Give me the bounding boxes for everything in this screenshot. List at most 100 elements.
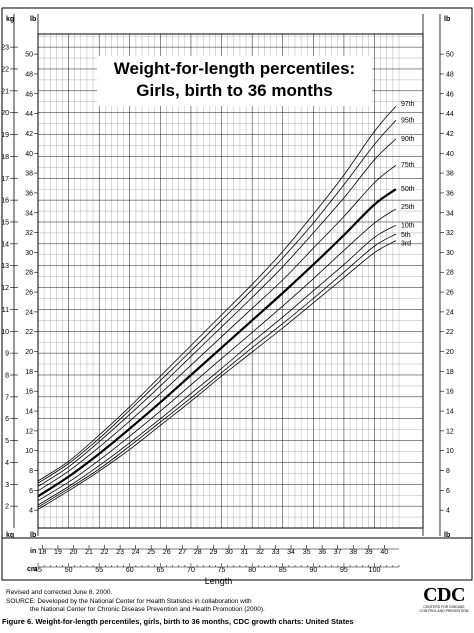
- source-line-2: the National Center for Chronic Disease …: [30, 606, 265, 613]
- kg-tick-label: 5: [5, 438, 9, 445]
- lb-tick-label: 26: [25, 290, 33, 297]
- lb-tick-label-right: 40: [446, 151, 454, 158]
- percentile-curve-5th: [37, 233, 397, 508]
- in-tick-label: 29: [209, 549, 217, 556]
- percentile-label-10th: 10th: [401, 222, 415, 229]
- x-axis-title: Length: [205, 576, 233, 586]
- lb-tick-label: 36: [25, 190, 33, 197]
- percentile-curve-25th: [37, 208, 397, 502]
- lb-tick-label: 30: [25, 250, 33, 257]
- percentile-label-90th: 90th: [401, 136, 415, 143]
- lb-tick-label-right: 6: [446, 488, 450, 495]
- kg-tick-label: 18: [1, 154, 9, 161]
- kg-tick-label: 14: [1, 241, 9, 248]
- in-tick-label: 38: [349, 549, 357, 556]
- in-tick-label: 30: [225, 549, 233, 556]
- cm-tick-label: 65: [156, 567, 164, 574]
- chart-outer-frame: [1, 7, 473, 581]
- lb-tick-label: 14: [25, 409, 33, 416]
- lb-tick-label: 20: [25, 349, 33, 356]
- kg-tick-label: 19: [1, 132, 9, 139]
- lb-tick-label-right: 12: [446, 428, 454, 435]
- kg-unit-label-bottom: kg: [6, 532, 14, 539]
- kg-tick-label: 6: [5, 416, 9, 423]
- lb-tick-label-right: 16: [446, 389, 454, 396]
- cm-tick-label: 75: [218, 567, 226, 574]
- lb-tick-label: 4: [29, 508, 33, 515]
- kg-tick-label: 9: [5, 351, 9, 358]
- in-tick-label: 19: [54, 549, 62, 556]
- in-tick-label: 39: [365, 549, 373, 556]
- lb-tick-label: 6: [29, 488, 33, 495]
- cm-tick-label: 95: [340, 567, 348, 574]
- lb-tick-label-right: 18: [446, 369, 454, 376]
- percentile-curve-97th: [37, 105, 397, 482]
- plot-frame: [37, 33, 424, 529]
- in-tick-label: 26: [163, 549, 171, 556]
- kg-tick-label: 11: [2, 307, 9, 314]
- in-tick-label: 23: [116, 549, 124, 556]
- lb-tick-label: 18: [25, 369, 33, 376]
- lb-tick-label-right: 20: [446, 349, 454, 356]
- lb-tick-label: 46: [25, 91, 33, 98]
- cm-tick-label: 70: [187, 567, 195, 574]
- in-tick-label: 36: [318, 549, 326, 556]
- lb-tick-label-right: 26: [446, 290, 454, 297]
- lb-tick-label: 32: [25, 230, 33, 237]
- revised-note: Revised and corrected June 8, 2000.: [6, 589, 113, 596]
- lb-tick-label-right: 34: [446, 210, 454, 217]
- cm-tick-label: 90: [309, 567, 317, 574]
- lb-unit-label-top: lb: [30, 16, 36, 23]
- cm-tick-label: 50: [65, 567, 73, 574]
- kg-tick-label: 16: [1, 198, 9, 205]
- in-tick-label: 34: [287, 549, 295, 556]
- percentile-curve-90th: [37, 138, 397, 487]
- percentile-label-25th: 25th: [401, 204, 415, 211]
- cm-tick-label: 80: [248, 567, 256, 574]
- kg-tick-label: 23: [1, 45, 9, 52]
- kg-tick-label: 10: [1, 329, 9, 336]
- lb-tick-label-right: 10: [446, 448, 454, 455]
- lb-tick-label: 10: [25, 448, 33, 455]
- lb-tick-label-right: 4: [446, 508, 450, 515]
- lb-tick-label-right: 36: [446, 190, 454, 197]
- in-tick-label: 21: [85, 549, 93, 556]
- lb-tick-label: 28: [25, 270, 33, 277]
- lb-tick-label-right: 44: [446, 111, 454, 118]
- lb-tick-label-right: 30: [446, 250, 454, 257]
- in-tick-label: 27: [178, 549, 186, 556]
- in-tick-label: 18: [39, 549, 47, 556]
- in-tick-label: 32: [256, 549, 264, 556]
- cm-tick-label: 45: [34, 567, 42, 574]
- kg-tick-label: 13: [1, 263, 9, 270]
- cm-tick-label: 60: [126, 567, 134, 574]
- percentile-curve-95th: [37, 120, 397, 484]
- kg-tick-label: 21: [1, 88, 9, 95]
- kg-tick-label: 8: [5, 372, 9, 379]
- chart-title: Weight-for-length percentiles: Girls, bi…: [97, 56, 372, 106]
- percentile-label-95th: 95th: [401, 117, 415, 124]
- cdc-logo-text: CDC: [423, 584, 465, 606]
- chart-title-line2: Girls, birth to 36 months: [136, 81, 333, 100]
- percentile-curve-75th: [37, 164, 397, 492]
- lb-tick-label-right: 46: [446, 91, 454, 98]
- lb-tick-label: 16: [25, 389, 33, 396]
- lb-tick-label: 34: [25, 210, 33, 217]
- lb-unit-label-bottom: lb: [30, 532, 36, 539]
- percentile-label-50th: 50th: [401, 186, 415, 193]
- lb-tick-label: 12: [25, 428, 33, 435]
- lb-tick-label-right: 50: [446, 52, 454, 59]
- percentile-curve-3rd: [37, 240, 397, 510]
- percentile-label-97th: 97th: [401, 101, 415, 108]
- lb-tick-label: 24: [25, 309, 33, 316]
- lb-tick-label: 50: [25, 52, 33, 59]
- lb-tick-label-right: 32: [446, 230, 454, 237]
- lb-tick-label: 8: [29, 468, 33, 475]
- lb-tick-label-right: 38: [446, 171, 454, 178]
- lb-tick-label: 48: [25, 71, 33, 78]
- kg-tick-label: 17: [1, 176, 9, 183]
- cm-unit-label: cm: [27, 566, 37, 573]
- in-tick-label: 28: [194, 549, 202, 556]
